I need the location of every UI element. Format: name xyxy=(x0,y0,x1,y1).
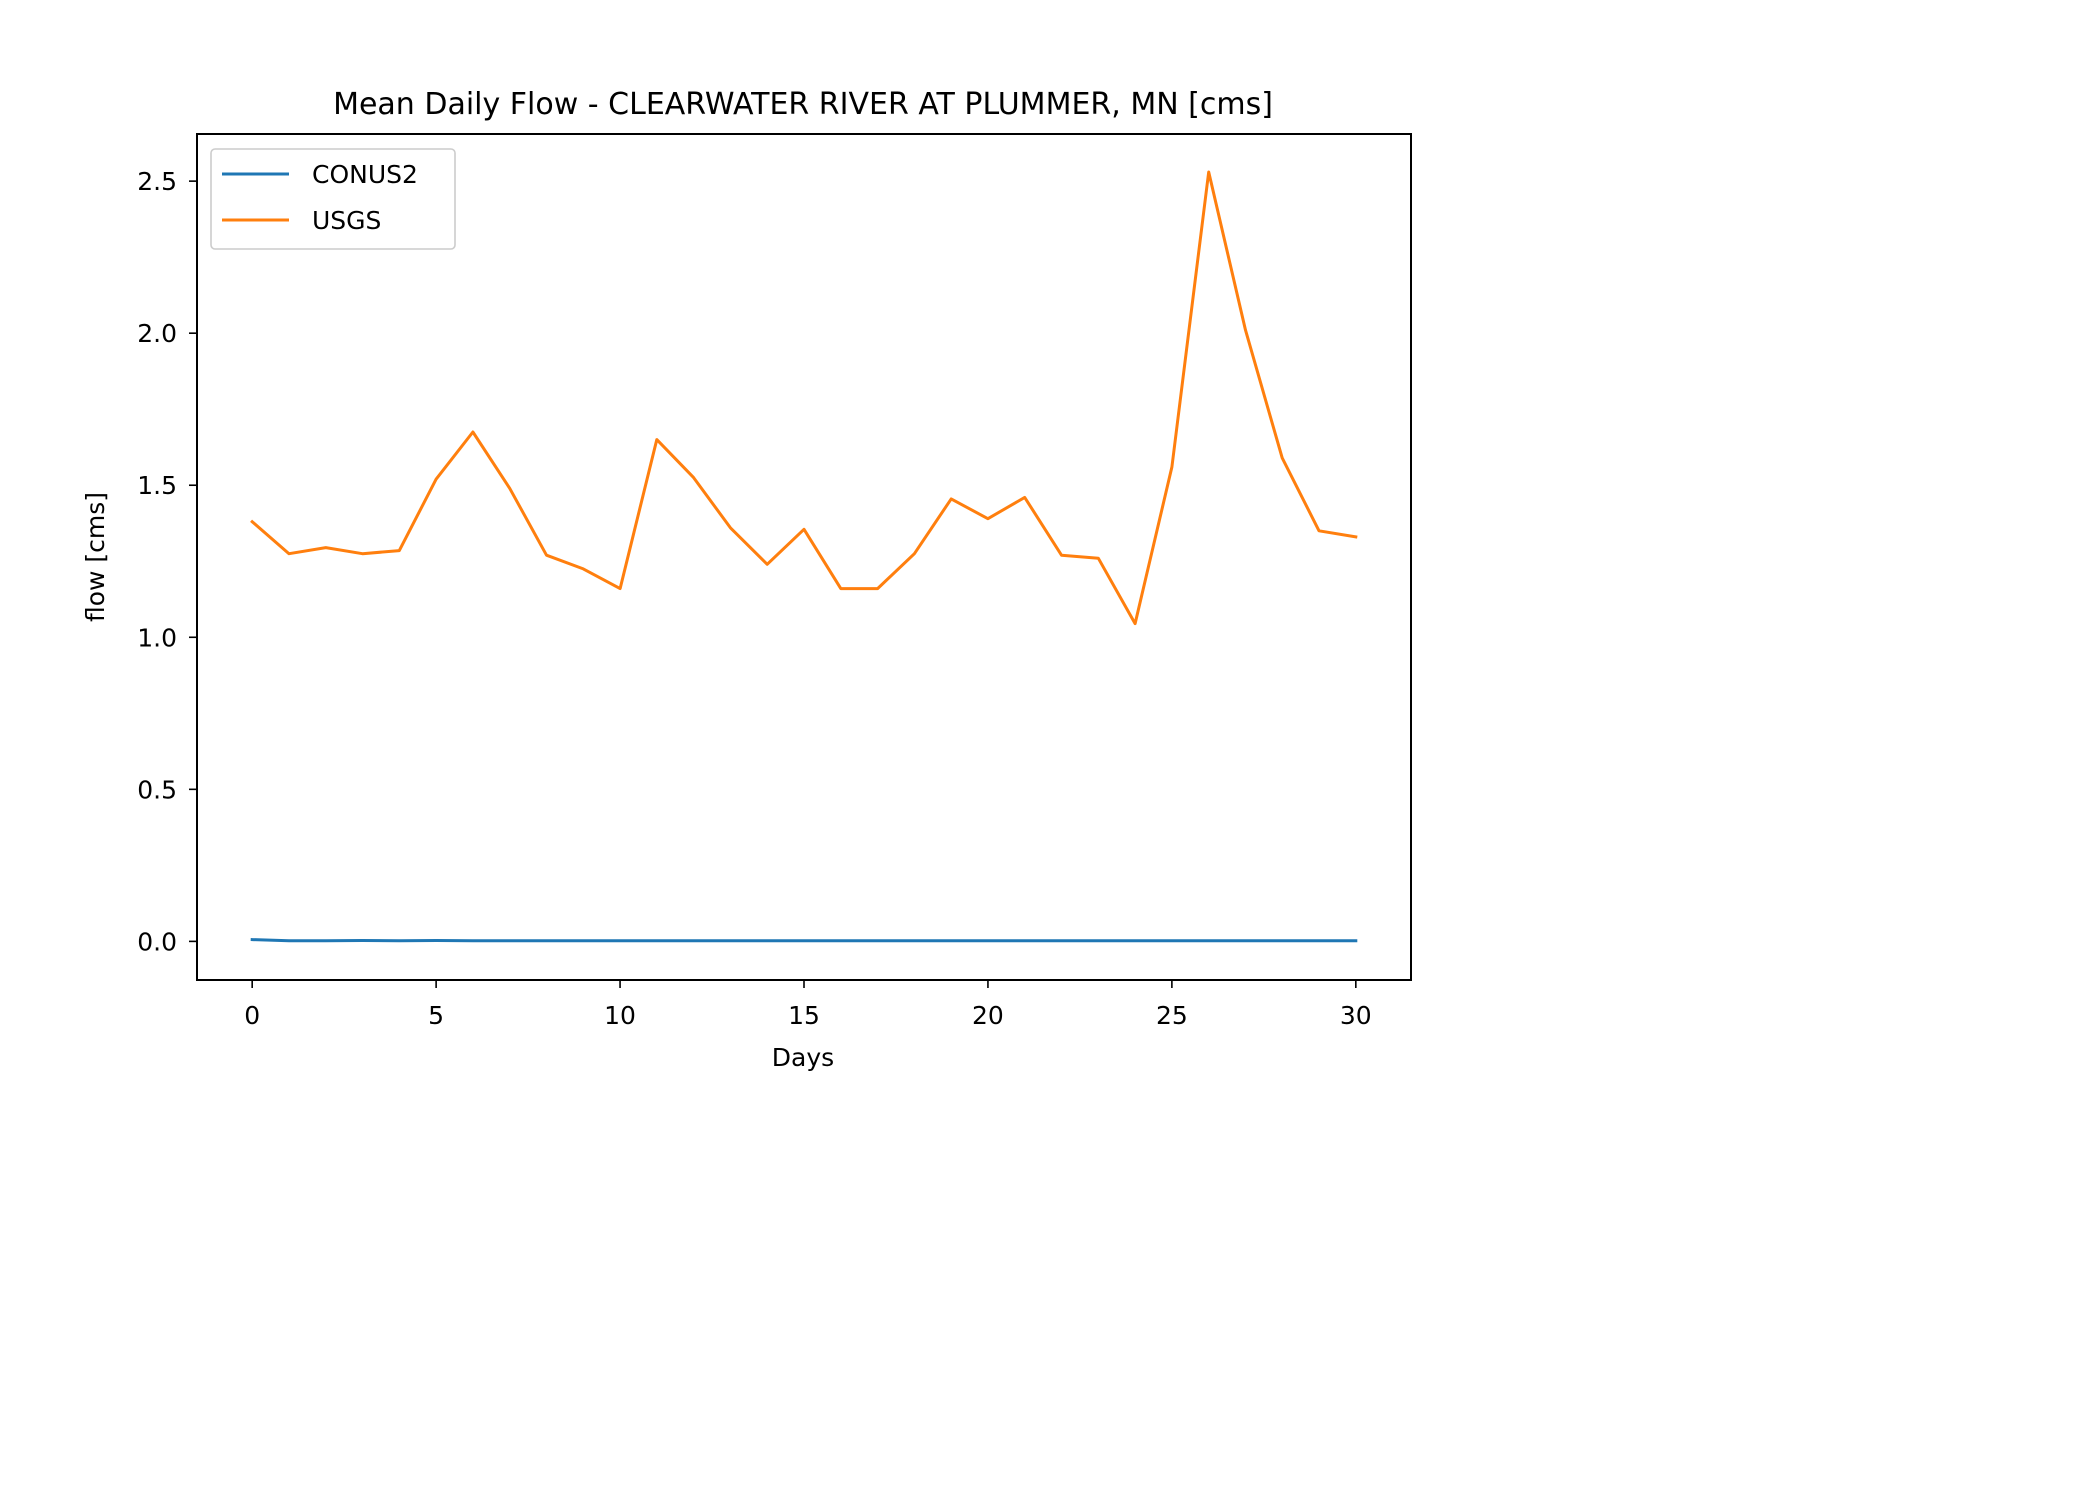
series-layer xyxy=(250,170,1358,943)
x-tick-label: 10 xyxy=(604,1001,636,1030)
legend-label-usgs: USGS xyxy=(312,206,381,235)
y-tick-label: 0.0 xyxy=(137,927,177,956)
line-chart: Mean Daily Flow - CLEARWATER RIVER AT PL… xyxy=(81,87,1412,1072)
legend-label-conus2: CONUS2 xyxy=(312,160,418,189)
legend: CONUS2 USGS xyxy=(210,148,456,250)
x-tick-label: 0 xyxy=(244,1001,260,1030)
y-tick-label: 2.0 xyxy=(137,319,177,348)
x-axis-label: Days xyxy=(772,1043,834,1072)
y-tick-label: 1.0 xyxy=(137,623,177,652)
chart-title: Mean Daily Flow - CLEARWATER RIVER AT PL… xyxy=(333,87,1273,122)
x-tick-label: 25 xyxy=(1156,1001,1188,1030)
y-axis-label: flow [cms] xyxy=(81,492,110,622)
series-line-conus2 xyxy=(250,938,1358,943)
x-tick-label: 20 xyxy=(972,1001,1004,1030)
x-tick-label: 30 xyxy=(1340,1001,1372,1030)
y-tick-label: 2.5 xyxy=(137,167,177,196)
axes-layer: 0 5 10 15 20 25 30 0.0 0.5 1.0 1.5 2.0 2.5 xyxy=(137,133,1412,1030)
y-tick-label: 0.5 xyxy=(137,775,177,804)
series-line-usgs xyxy=(250,170,1358,626)
x-tick-label: 15 xyxy=(788,1001,820,1030)
x-tick-label: 5 xyxy=(428,1001,444,1030)
y-tick-label: 1.5 xyxy=(137,471,177,500)
